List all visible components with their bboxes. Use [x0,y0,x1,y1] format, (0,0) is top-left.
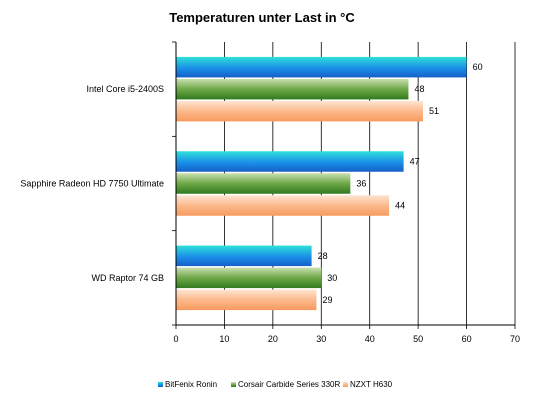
x-tick-label: 30 [316,334,326,344]
category-label: Intel Core i5-2400S [86,84,164,94]
bar [176,173,351,194]
x-tick-label: 40 [365,334,375,344]
category-labels: Intel Core i5-2400S Sapphire Radeon HD 77… [20,84,164,283]
x-tick-label: 20 [268,334,278,344]
bar [176,267,322,289]
data-label: 48 [414,84,424,94]
data-label: 47 [410,157,420,167]
bar [176,195,390,216]
data-label: 29 [322,295,332,305]
x-tick-label: 0 [173,334,178,344]
category-label: Sapphire Radeon HD 7750 Ultimate [20,179,164,189]
x-tick-label: 70 [510,334,520,344]
axes [172,41,515,326]
bar [176,151,404,172]
bar [176,100,423,122]
legend-label: NZXT H630 [350,380,393,389]
bar [176,245,312,267]
category-label: WD Raptor 74 GB [91,273,164,283]
data-label: 60 [473,62,483,72]
bar [176,78,409,100]
bar [176,289,317,311]
data-label: 36 [356,179,366,189]
legend: BitFenix Ronin Corsair Carbide Series 330… [158,380,393,389]
x-axis-ticks: 0 10 20 30 40 50 60 70 [173,325,520,344]
x-tick-label: 10 [219,334,229,344]
chart-title: Temperaturen unter Last in °C [169,10,355,25]
x-tick-label: 50 [413,334,423,344]
legend-label: BitFenix Ronin [165,380,217,389]
bar [176,56,467,78]
data-label: 44 [395,201,405,211]
bars: 60 48 51 47 36 44 28 30 29 [176,56,483,311]
x-tick-label: 60 [462,334,472,344]
data-label: 28 [318,251,328,261]
legend-swatch [231,382,236,387]
legend-swatch [343,382,348,387]
data-label: 30 [327,273,337,283]
data-label: 51 [429,106,439,116]
legend-swatch [158,382,163,387]
legend-label: Corsair Carbide Series 330R [238,380,340,389]
